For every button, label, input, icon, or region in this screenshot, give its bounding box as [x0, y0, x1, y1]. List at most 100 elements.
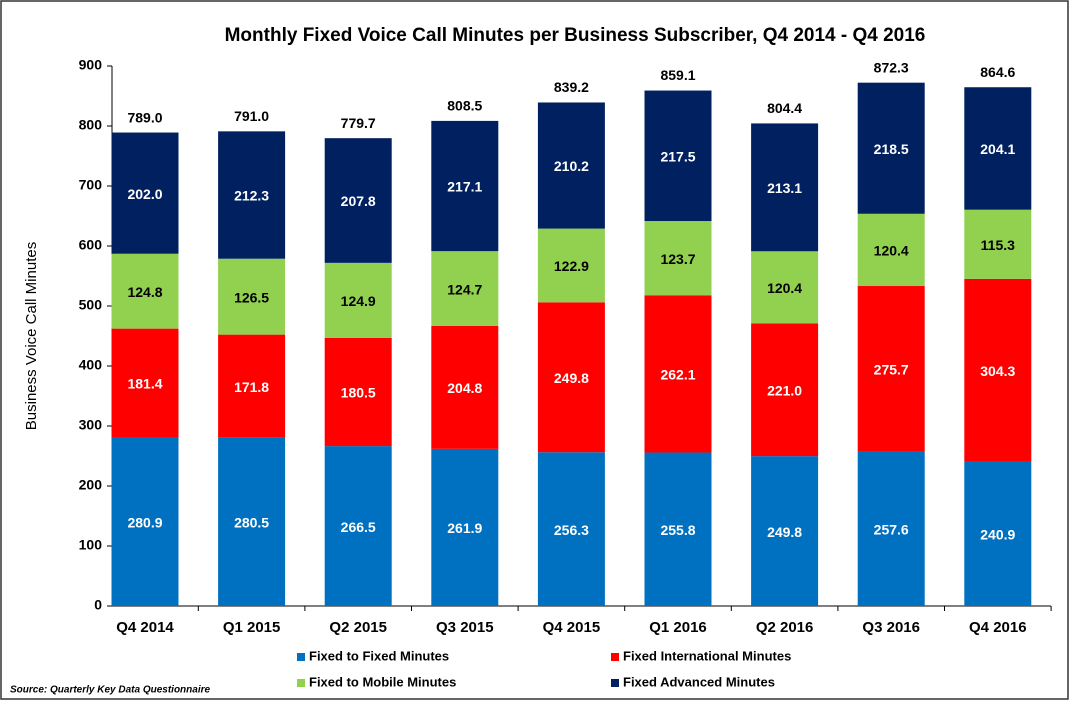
- x-tick-label: Q2 2016: [756, 619, 814, 636]
- bar-segment: [751, 456, 819, 606]
- legend-label: Fixed to Fixed Minutes: [309, 648, 449, 663]
- data-label: 120.4: [767, 280, 802, 296]
- bar-segment: [324, 446, 392, 606]
- data-label: 210.2: [554, 158, 589, 174]
- bar-segment: [751, 323, 819, 457]
- total-label: 791.0: [234, 108, 269, 124]
- bar-segment: [218, 131, 286, 259]
- data-label: 218.5: [874, 141, 909, 157]
- bar-segment: [324, 262, 392, 338]
- data-label: 255.8: [660, 522, 695, 538]
- total-label: 779.7: [341, 115, 376, 131]
- total-label: 864.6: [980, 64, 1015, 80]
- legend-swatch: [297, 679, 305, 687]
- data-label: 180.5: [341, 385, 376, 401]
- bar-segment: [644, 295, 712, 453]
- data-label: 202.0: [127, 186, 162, 202]
- data-label: 249.8: [767, 524, 802, 540]
- bar-segment: [857, 82, 925, 214]
- bar-segment: [537, 452, 605, 606]
- data-label: 115.3: [981, 237, 1015, 253]
- total-label: 872.3: [874, 59, 909, 75]
- data-label: 204.8: [447, 380, 482, 396]
- data-label: 280.9: [127, 514, 162, 530]
- bar-segment: [324, 337, 392, 447]
- total-label: 789.0: [127, 109, 162, 125]
- bar-segment: [537, 228, 605, 303]
- bar-segment: [431, 120, 499, 252]
- data-label: 124.7: [447, 281, 482, 297]
- bar-segment: [857, 451, 925, 606]
- bar-segment: [964, 278, 1032, 462]
- data-label: 123.7: [660, 251, 695, 267]
- data-label: 256.3: [554, 522, 589, 538]
- data-label: 217.5: [660, 148, 695, 164]
- bar-segment: [111, 253, 179, 329]
- chart-title: Monthly Fixed Voice Call Minutes per Bus…: [225, 25, 926, 46]
- legend-swatch: [611, 653, 619, 661]
- y-tick-label: 800: [79, 117, 103, 133]
- bar-segment: [644, 221, 712, 296]
- bar-segment: [111, 328, 179, 438]
- y-tick-label: 700: [79, 177, 103, 193]
- bar-segment: [431, 251, 499, 326]
- y-tick-label: 500: [79, 297, 103, 313]
- data-label: 304.3: [980, 363, 1015, 379]
- data-label: 240.9: [980, 526, 1015, 542]
- y-tick-label: 300: [79, 417, 103, 433]
- data-label: 266.5: [341, 519, 376, 535]
- bar-segment: [218, 258, 286, 335]
- bar-segment: [111, 132, 179, 254]
- x-tick-label: Q1 2016: [649, 619, 707, 636]
- bar-segment: [644, 452, 712, 606]
- data-label: 204.1: [980, 141, 1015, 157]
- bar-segment: [537, 102, 605, 229]
- y-tick-label: 0: [94, 597, 102, 613]
- y-tick-label: 900: [79, 57, 103, 73]
- legend-swatch: [297, 653, 305, 661]
- x-tick-label: Q4 2016: [969, 619, 1027, 636]
- data-label: 181.4: [127, 376, 162, 392]
- bar-segment: [431, 448, 499, 606]
- bar-segment: [857, 213, 925, 287]
- x-tick-label: Q3 2015: [436, 619, 494, 636]
- bar-segment: [751, 123, 819, 252]
- bar-segment: [857, 286, 925, 452]
- legend-label: Fixed International Minutes: [623, 648, 791, 663]
- bar-segment: [324, 138, 392, 263]
- total-label: 859.1: [660, 67, 695, 83]
- bar-segment: [537, 302, 605, 453]
- data-label: 124.8: [127, 284, 162, 300]
- legend-swatch: [611, 679, 619, 687]
- bar-segment: [218, 437, 286, 606]
- data-label: 249.8: [554, 370, 589, 386]
- y-tick-label: 400: [79, 357, 103, 373]
- total-label: 804.4: [767, 100, 802, 116]
- data-label: 275.7: [874, 361, 909, 377]
- data-label: 221.0: [767, 383, 802, 399]
- bar-segment: [218, 334, 286, 438]
- x-tick-label: Q4 2014: [116, 619, 174, 636]
- data-label: 261.9: [447, 520, 482, 536]
- y-tick-label: 200: [79, 477, 103, 493]
- data-label: 262.1: [660, 367, 695, 383]
- legend-label: Fixed Advanced Minutes: [623, 674, 775, 689]
- y-tick-label: 100: [79, 537, 103, 553]
- bar-segment: [964, 87, 1032, 210]
- x-tick-label: Q1 2015: [223, 619, 281, 636]
- total-label: 839.2: [554, 79, 589, 95]
- data-label: 207.8: [341, 193, 376, 209]
- data-label: 280.5: [234, 515, 269, 531]
- bar-segment: [964, 209, 1032, 279]
- x-tick-label: Q2 2015: [329, 619, 387, 636]
- bar-segment: [111, 437, 179, 606]
- x-tick-label: Q3 2016: [862, 619, 920, 636]
- data-label: 171.8: [234, 379, 269, 395]
- data-label: 217.1: [447, 179, 482, 195]
- y-axis-label: Business Voice Call Minutes: [23, 242, 40, 430]
- source-note: Source: Quarterly Key Data Questionnaire: [10, 685, 211, 696]
- bar-segment: [964, 461, 1032, 606]
- bar-segment: [751, 251, 819, 324]
- bar-segment: [431, 325, 499, 449]
